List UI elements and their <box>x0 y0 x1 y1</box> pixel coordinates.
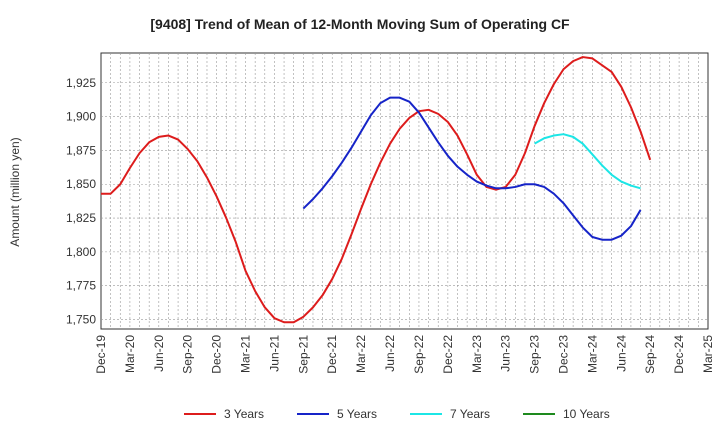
x-tick-label: Jun-24 <box>614 335 628 372</box>
x-tick-label: Sep-20 <box>181 335 195 374</box>
y-tick-label: 1,875 <box>66 143 96 157</box>
legend: 3 Years 5 Years 7 Years 10 Years <box>184 407 610 421</box>
x-tick-label: Mar-24 <box>585 335 599 373</box>
y-tick-label: 1,850 <box>66 177 96 191</box>
y-tick-label: 1,925 <box>66 76 96 90</box>
x-tick-label: Dec-22 <box>441 335 455 374</box>
grid <box>101 53 708 329</box>
legend-label-3-years: 3 Years <box>224 407 264 421</box>
x-tick-label: Jun-22 <box>383 335 397 372</box>
x-tick-label: Dec-24 <box>672 335 686 374</box>
x-tick-label: Dec-23 <box>556 335 570 374</box>
y-tick-label: 1,775 <box>66 279 96 293</box>
x-tick-label: Jun-21 <box>267 335 281 372</box>
x-tick-label: Sep-24 <box>643 335 657 374</box>
series-lines <box>101 56 652 324</box>
y-axis-title: Amount (million yen) <box>8 137 22 246</box>
x-tick-label: Mar-23 <box>470 335 484 373</box>
y-tick-label: 1,800 <box>66 245 96 259</box>
series-line-3-years <box>101 56 652 324</box>
x-tick-label: Jun-23 <box>499 335 513 372</box>
legend-label-5-years: 5 Years <box>337 407 377 421</box>
x-tick-label: Dec-20 <box>210 335 224 374</box>
x-tick-label: Mar-20 <box>123 335 137 373</box>
chart-title: [9408] Trend of Mean of 12-Month Moving … <box>150 16 570 32</box>
plot-area <box>100 52 709 330</box>
series-line-5-years <box>302 96 642 241</box>
x-tick-label: Dec-21 <box>325 335 339 374</box>
x-tick-label: Mar-21 <box>239 335 253 373</box>
x-tick-label: Sep-22 <box>412 335 426 374</box>
x-tick-label: Jun-20 <box>152 335 166 372</box>
y-axis-ticks: 1,750 1,775 1,800 1,825 1,850 1,875 1,900 1,925 <box>66 76 96 327</box>
x-tick-label: Mar-22 <box>354 335 368 373</box>
y-tick-label: 1,750 <box>66 313 96 327</box>
legend-label-10-years: 10 Years <box>563 407 610 421</box>
y-tick-label: 1,825 <box>66 211 96 225</box>
series-line-7-years <box>534 133 641 190</box>
legend-label-7-years: 7 Years <box>450 407 490 421</box>
x-axis-ticks: Dec-19 Mar-20 Jun-20 Sep-20 Dec-20 Mar-21 Jun-… <box>94 335 715 374</box>
x-tick-label: Sep-23 <box>528 335 542 374</box>
x-tick-label: Mar-25 <box>701 335 715 373</box>
y-tick-label: 1,900 <box>66 110 96 124</box>
x-tick-label: Dec-19 <box>94 335 108 374</box>
x-tick-label: Sep-21 <box>296 335 310 374</box>
